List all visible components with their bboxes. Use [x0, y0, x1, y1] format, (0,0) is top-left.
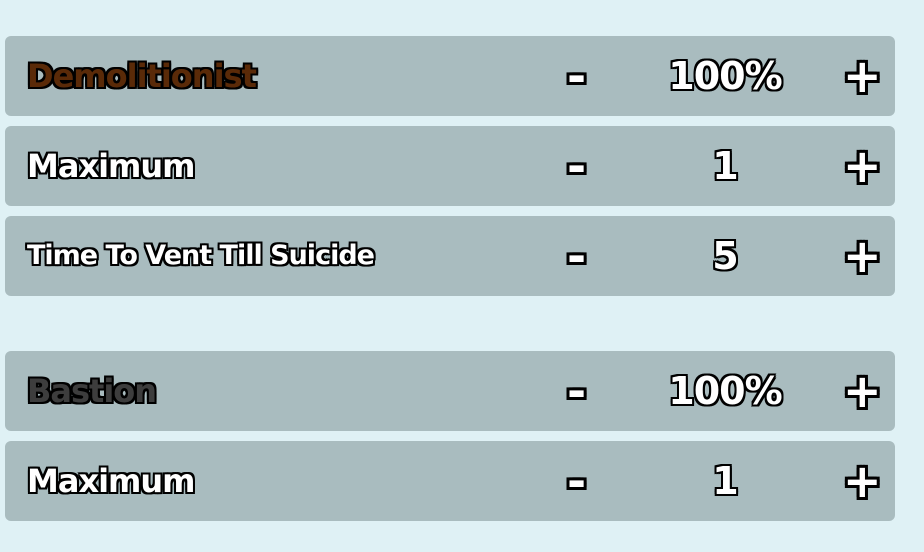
chance-value: 100%	[668, 54, 782, 98]
setting-value: 1	[712, 459, 738, 503]
setting-label: Maximum	[27, 462, 196, 500]
decrease-button[interactable]: -	[567, 49, 587, 103]
decrease-button[interactable]: -	[567, 139, 587, 193]
setting-label: Time To Vent Till Suicide	[27, 240, 375, 271]
increase-button[interactable]: +	[843, 139, 882, 193]
role-row-demolitionist: Demolitionist - 100% +	[5, 36, 895, 116]
decrease-button[interactable]: -	[567, 454, 587, 508]
increase-button[interactable]: +	[843, 454, 882, 508]
role-row-bastion: Bastion - 100% +	[5, 351, 895, 431]
role-name: Demolitionist	[27, 57, 257, 95]
increase-button[interactable]: +	[843, 229, 882, 283]
setting-row-maximum: Maximum - 1 +	[5, 441, 895, 521]
setting-row-time-to-vent: Time To Vent Till Suicide - 5 +	[5, 216, 895, 296]
chance-value: 100%	[668, 369, 782, 413]
setting-row-maximum: Maximum - 1 +	[5, 126, 895, 206]
setting-value: 5	[712, 234, 738, 278]
decrease-button[interactable]: -	[567, 229, 587, 283]
decrease-button[interactable]: -	[567, 364, 587, 418]
increase-button[interactable]: +	[843, 364, 882, 418]
setting-value: 1	[712, 144, 738, 188]
increase-button[interactable]: +	[843, 49, 882, 103]
role-name: Bastion	[27, 372, 157, 410]
setting-label: Maximum	[27, 147, 196, 185]
